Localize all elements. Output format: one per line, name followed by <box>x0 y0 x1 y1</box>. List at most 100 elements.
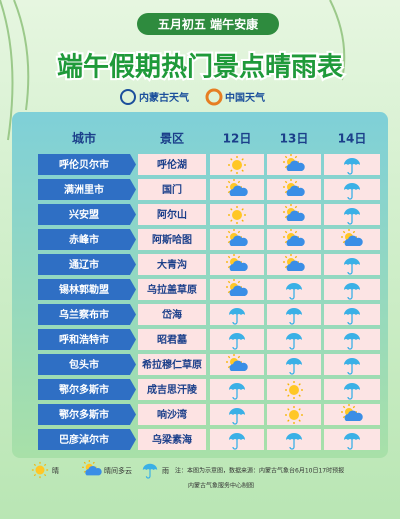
logo-icon <box>120 89 136 105</box>
spot: 成吉思汗陵 <box>147 383 198 396</box>
weather-icon <box>229 333 245 350</box>
umbrella <box>344 308 360 315</box>
sun-ray <box>342 415 346 419</box>
city: 鄂尔多斯市 <box>59 408 109 421</box>
city: 满洲里市 <box>64 183 104 196</box>
umbrella-handle <box>289 314 295 325</box>
column-header: 12日 <box>223 132 252 146</box>
umbrella <box>344 183 360 190</box>
city: 巴彦淖尔市 <box>59 433 109 446</box>
spot: 阿尔山 <box>157 208 187 221</box>
weather-icon <box>344 183 360 200</box>
cloud <box>229 285 248 296</box>
city: 赤峰市 <box>69 233 99 246</box>
sun-ray <box>294 230 298 234</box>
column-header: 14日 <box>338 132 367 146</box>
spot: 响沙湾 <box>157 408 187 421</box>
umbrella-handle <box>347 314 353 325</box>
city-cell <box>38 179 130 200</box>
city-arrow <box>130 154 136 175</box>
umbrella-handle <box>347 439 353 450</box>
sun-ray <box>227 190 231 194</box>
weather-icon <box>229 408 245 425</box>
sun-ray <box>352 230 356 234</box>
sun-ray <box>284 205 288 209</box>
weather-icon <box>283 229 305 246</box>
sun-ray <box>44 463 47 466</box>
umbrella <box>286 358 302 365</box>
sun-ray <box>284 180 288 184</box>
weather-icon <box>226 179 248 196</box>
sun-ray <box>33 474 36 477</box>
weather-icon <box>31 461 49 479</box>
sun-ray <box>227 280 231 284</box>
sun-ray <box>241 219 244 222</box>
umbrella <box>344 358 360 365</box>
sun-ray <box>33 463 36 466</box>
weather-icon <box>283 204 305 221</box>
umbrella-handle <box>347 214 353 225</box>
badge <box>137 13 279 35</box>
weather-icon <box>283 154 305 171</box>
weather-icon <box>286 433 302 450</box>
city-cell <box>38 254 130 275</box>
sun-ray <box>237 280 241 284</box>
sun-ray <box>83 470 86 473</box>
sun-ray <box>287 383 290 386</box>
weather-icon <box>341 229 363 246</box>
umbrella <box>286 333 302 340</box>
sun-ray <box>342 230 346 234</box>
spot-cell <box>138 254 206 275</box>
sun <box>232 160 242 170</box>
weather-icon <box>226 354 248 371</box>
badge-text: 五月初五 端午安康 <box>158 17 259 32</box>
weather-icon <box>344 333 360 350</box>
sun-ray <box>92 461 95 464</box>
city-cell <box>38 329 130 350</box>
sun-ray <box>227 180 231 184</box>
umbrella <box>344 383 360 390</box>
sun-ray <box>287 394 290 397</box>
umbrella-handle <box>232 339 238 350</box>
umbrella <box>229 383 245 390</box>
umbrella <box>286 433 302 440</box>
spot-cell <box>138 404 206 425</box>
spot-cell <box>138 429 206 450</box>
sun-ray <box>284 240 288 244</box>
sun-ray <box>298 394 301 397</box>
sun-ray <box>284 165 288 169</box>
cloud <box>286 235 305 246</box>
column-header: 景区 <box>160 132 184 146</box>
city-arrow <box>130 329 136 350</box>
umbrella-handle <box>347 189 353 200</box>
weather-icon <box>228 156 246 174</box>
cloud <box>85 466 102 476</box>
footer-note: 注：本图为示意图，数据来源：内蒙古气象台6月10日17时预报 <box>175 467 344 475</box>
weather-icon <box>229 433 245 450</box>
sun-ray <box>294 180 298 184</box>
weather-icon <box>229 383 245 400</box>
weather-icon <box>283 254 305 271</box>
sun-ray <box>241 169 244 172</box>
city-arrow <box>130 204 136 225</box>
city-cell <box>38 429 130 450</box>
sun-ray <box>83 461 86 464</box>
sun-ray <box>284 230 288 234</box>
city-arrow <box>130 404 136 425</box>
city: 鄂尔多斯市 <box>59 383 109 396</box>
city: 乌兰察布市 <box>59 308 109 321</box>
umbrella <box>229 333 245 340</box>
sun-ray <box>227 230 231 234</box>
spot-cell <box>138 354 206 375</box>
sun-ray <box>284 155 288 159</box>
umbrella <box>229 433 245 440</box>
weather-icon <box>344 258 360 275</box>
city-cell <box>38 304 130 325</box>
title: 端午假期热门景点晴雨表 <box>57 52 344 83</box>
umbrella-handle <box>145 469 151 479</box>
weather-icon <box>344 283 360 300</box>
city-arrow <box>130 354 136 375</box>
sun-ray <box>44 474 47 477</box>
cloud <box>286 260 305 271</box>
city: 锡林郭勒盟 <box>59 283 109 296</box>
